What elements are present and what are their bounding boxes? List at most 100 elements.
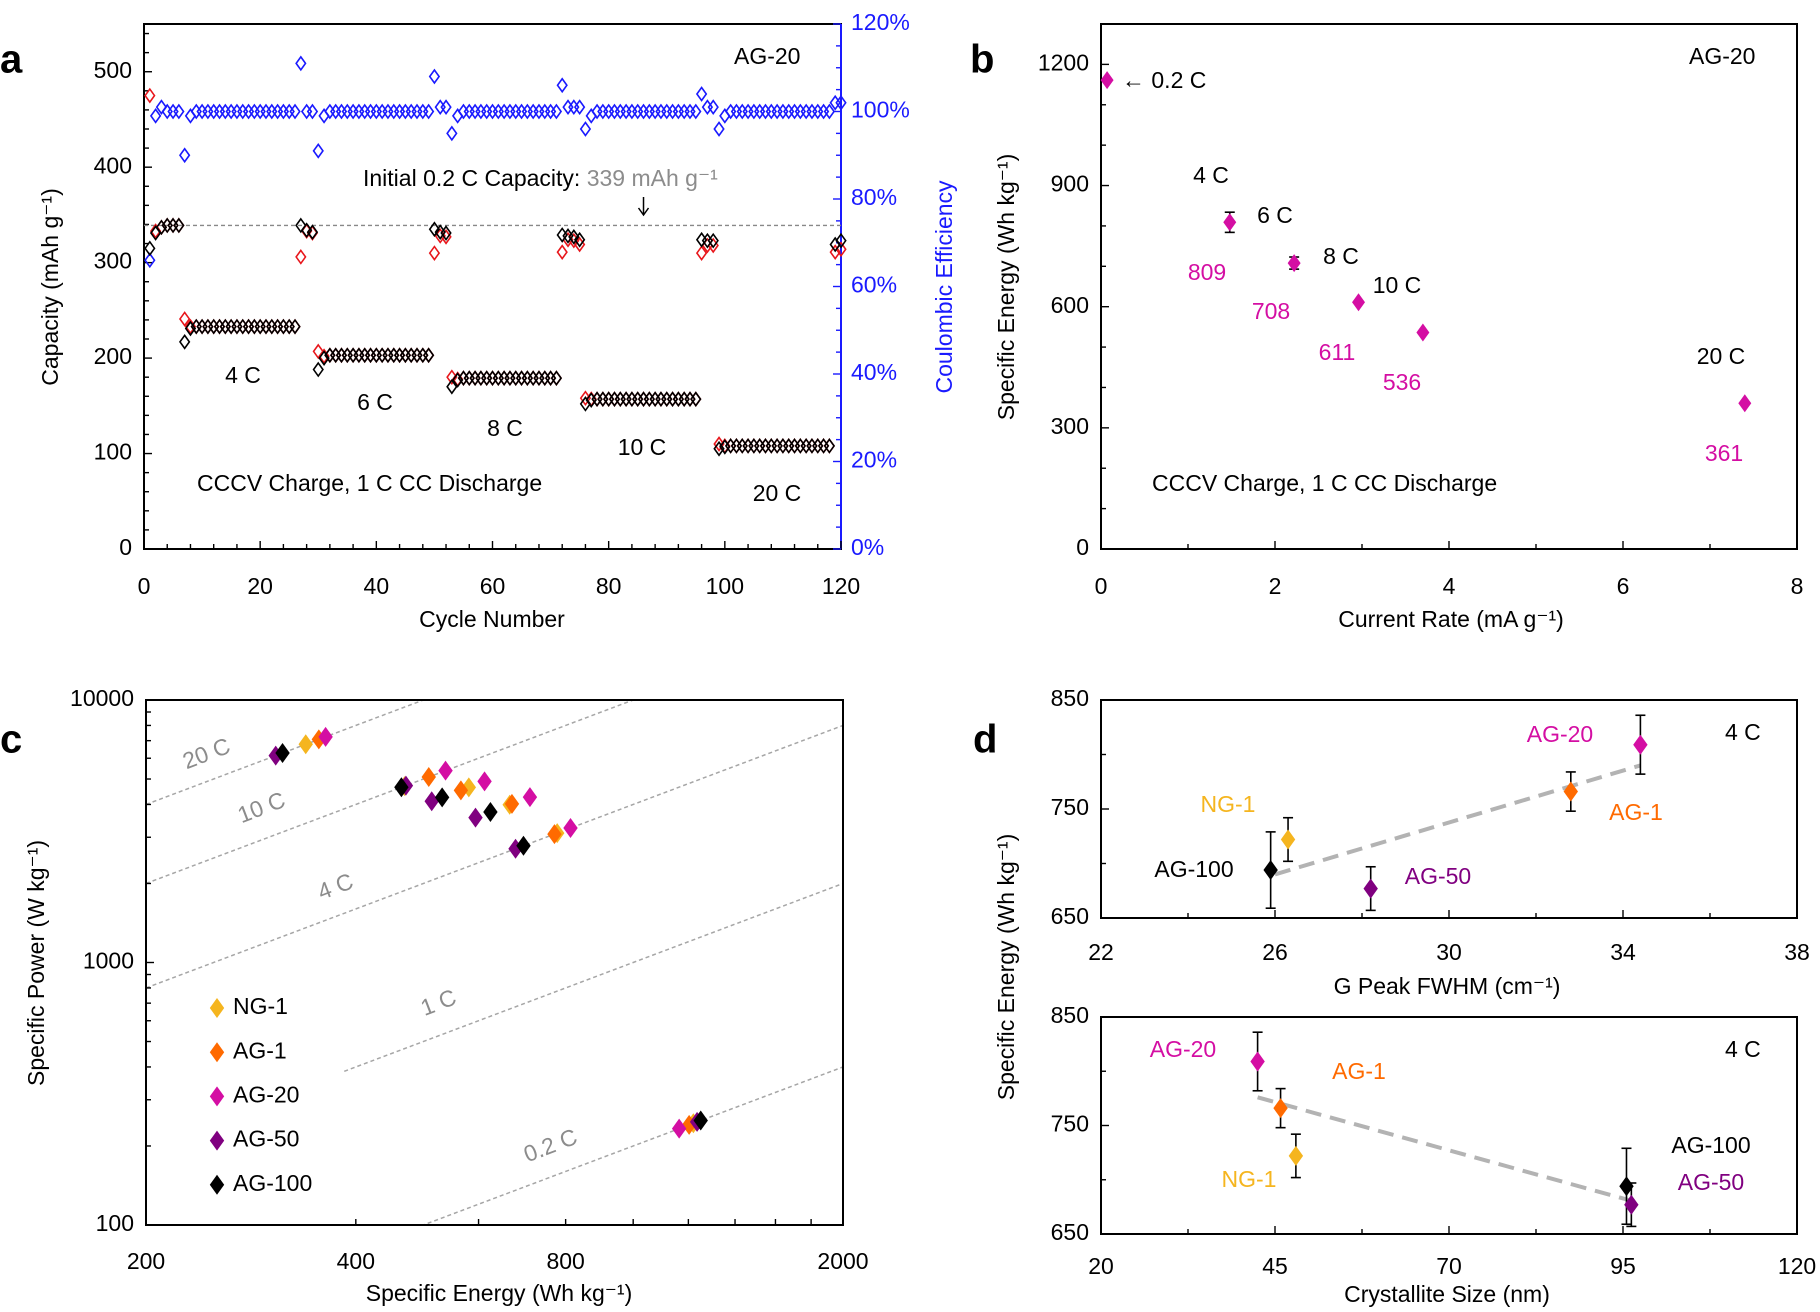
ce-point xyxy=(626,103,638,120)
legend-marker xyxy=(209,1130,225,1151)
charge-point xyxy=(521,370,534,387)
charge-point xyxy=(254,318,266,335)
discharge-point xyxy=(335,347,348,364)
ce-point xyxy=(451,108,464,124)
arrow-head xyxy=(637,207,650,217)
charge-point xyxy=(498,370,510,387)
charge-point xyxy=(341,347,353,364)
ce-point xyxy=(695,86,708,102)
x-tick-label: 60 xyxy=(480,573,506,599)
charge-point xyxy=(376,347,388,364)
charge-point xyxy=(817,438,830,454)
ce-point xyxy=(277,103,290,120)
ce-point xyxy=(161,103,173,120)
discharge-point xyxy=(237,318,249,335)
ce-point xyxy=(754,103,766,120)
ce-point xyxy=(783,103,795,120)
point-ag-1 xyxy=(421,766,436,787)
x-tick-label: 2000 xyxy=(817,1248,868,1274)
charge-point xyxy=(829,244,841,261)
charge-point xyxy=(411,347,423,364)
charge-point xyxy=(632,391,644,408)
ce-point xyxy=(149,108,162,124)
discharge-point xyxy=(370,347,382,364)
discharge-point xyxy=(777,438,789,454)
ce-point xyxy=(440,99,452,115)
charge-point xyxy=(225,318,237,335)
y-right-axis-title: Coulombic Efficiency xyxy=(931,180,957,394)
charge-point xyxy=(643,391,655,408)
y-tick-label: 0 xyxy=(119,534,132,560)
y-right-tick-label: 80% xyxy=(851,184,897,210)
x-tick-label: 20 xyxy=(247,573,273,599)
charge-point xyxy=(237,318,249,335)
point-ag-20 xyxy=(1250,1051,1265,1072)
y-tick-label: 1200 xyxy=(1038,49,1089,75)
charge-point xyxy=(469,370,481,387)
ce-point xyxy=(713,121,725,137)
y-tick-label: 850 xyxy=(1051,685,1089,711)
discharge-point xyxy=(800,438,812,454)
discharge-point xyxy=(666,391,679,408)
ce-point xyxy=(498,103,510,120)
x-tick-label: 800 xyxy=(546,1248,584,1274)
y-tick-label: 0 xyxy=(1076,534,1089,560)
charge-point xyxy=(777,438,789,454)
point-label: AG-100 xyxy=(1671,1132,1750,1158)
x-axis-title: Crystallite Size (nm) xyxy=(1344,1281,1550,1307)
charge-point xyxy=(812,438,824,454)
y-tick-label: 10000 xyxy=(70,685,134,711)
point-ag-50 xyxy=(424,791,439,812)
x-tick-label: 22 xyxy=(1088,939,1114,965)
energy-point xyxy=(1223,213,1237,232)
protocol-note: CCCV Charge, 1 C CC Discharge xyxy=(1152,470,1497,496)
discharge-point xyxy=(219,318,231,335)
y-tick-label: 750 xyxy=(1051,794,1089,820)
x-tick-label: 45 xyxy=(1262,1253,1288,1279)
point-label: AG-100 xyxy=(1154,856,1233,882)
ce-point xyxy=(684,103,696,120)
y-tick-label: 400 xyxy=(94,152,132,178)
rate-label: 4 C xyxy=(1193,162,1229,188)
discharge-point xyxy=(806,438,818,454)
trend-line xyxy=(1257,1095,1631,1203)
charge-point xyxy=(765,438,777,454)
legend-label: AG-50 xyxy=(233,1126,299,1152)
ce-point xyxy=(469,103,481,120)
discharge-point xyxy=(248,318,261,335)
ce-point xyxy=(300,103,313,120)
discharge-point xyxy=(330,347,342,364)
charge-point xyxy=(382,347,394,364)
ce-point xyxy=(614,103,626,120)
discharge-point xyxy=(498,370,510,387)
ce-point xyxy=(527,103,539,120)
point-label: AG-50 xyxy=(1405,863,1471,889)
point-ng-1 xyxy=(1288,1145,1304,1166)
discharge-point xyxy=(603,391,615,408)
y-tick-label: 500 xyxy=(94,57,132,83)
discharge-point xyxy=(812,438,824,454)
ce-point xyxy=(742,103,754,120)
ce-point xyxy=(765,103,777,120)
charge-point xyxy=(231,318,243,335)
point-ag-100 xyxy=(275,743,290,764)
point-label: NG-1 xyxy=(1222,1166,1277,1192)
discharge-point xyxy=(231,318,243,335)
discharge-point xyxy=(771,438,783,454)
charge-point xyxy=(318,348,330,365)
energy-point xyxy=(1100,71,1114,90)
y-tick-label: 650 xyxy=(1051,903,1089,929)
x-tick-label: 120 xyxy=(1778,1253,1816,1279)
discharge-point xyxy=(568,228,580,245)
point-label: AG-1 xyxy=(1609,799,1663,825)
charge-point xyxy=(178,311,191,327)
reference-value: 339 mAh g⁻¹ xyxy=(587,165,718,191)
rate-label: 10 C xyxy=(618,434,667,460)
charge-point xyxy=(690,391,702,408)
charge-point xyxy=(364,347,377,364)
charge-point xyxy=(248,318,261,335)
discharge-point xyxy=(713,440,725,457)
charge-point xyxy=(759,438,772,454)
point-ag-1 xyxy=(1563,781,1578,802)
point-ag-50 xyxy=(1624,1194,1639,1215)
